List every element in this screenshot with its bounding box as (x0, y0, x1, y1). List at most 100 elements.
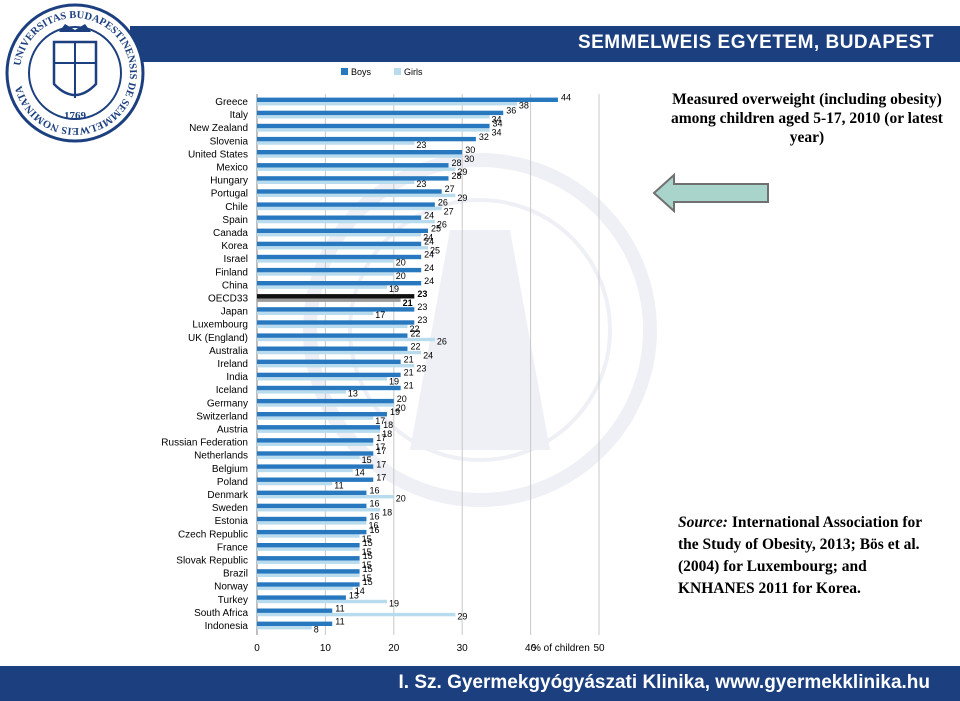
value-label-girls: 17 (375, 416, 385, 426)
overweight-bar-chart: Greece Italy New Zealand Slovenia United Sta… (161, 67, 605, 654)
value-label-boys: 24 (424, 210, 434, 220)
value-label-girls: 14 (355, 586, 365, 596)
value-label-boys: 16 (369, 486, 379, 496)
bar-girls (257, 115, 490, 119)
value-label-girls: 11 (334, 480, 343, 490)
bar-girls (257, 599, 387, 604)
bar-girls (257, 272, 394, 276)
top-banner: SEMMELWEIS EGYETEM, BUDAPEST (130, 26, 960, 62)
value-label-girls: 34 (492, 115, 502, 125)
value-label-girls: 20 (396, 403, 406, 413)
source-label: Source: (678, 514, 728, 531)
category-label: Austria (217, 425, 249, 436)
bar-girls (257, 141, 415, 145)
bar-boys (257, 359, 401, 364)
value-label-boys: 23 (417, 289, 427, 299)
bar-girls (257, 508, 381, 512)
bar-girls (257, 495, 394, 499)
bar-boys (257, 189, 442, 194)
x-tick-label: 30 (457, 643, 469, 654)
bar-girls (257, 233, 422, 237)
value-label-boys: 26 (438, 197, 448, 207)
bar-girls (257, 311, 374, 315)
x-tick-label: 10 (320, 643, 332, 654)
bar-boys (257, 163, 449, 168)
value-label-girls: 20 (396, 271, 406, 281)
value-label-boys: 30 (465, 145, 475, 155)
chart-legend: Boys Girls (341, 67, 423, 77)
bar-boys (257, 438, 374, 443)
value-label-girls: 24 (423, 233, 433, 243)
chart-bars (257, 97, 558, 630)
bar-boys (257, 346, 408, 351)
category-label: Czech Republic (178, 529, 248, 540)
value-label-boys: 21 (404, 355, 414, 365)
value-label-boys: 17 (376, 472, 386, 482)
bar-boys (257, 176, 449, 181)
bar-boys (257, 464, 374, 469)
value-label-boys: 25 (431, 224, 441, 234)
value-label-boys: 19 (390, 407, 400, 417)
bar-boys (257, 307, 415, 312)
pointer-arrow-icon (652, 173, 769, 213)
bar-boys (257, 294, 415, 299)
category-label: Germany (207, 398, 248, 409)
bar-boys (257, 202, 435, 207)
category-label: Spain (222, 215, 248, 226)
bar-girls (257, 259, 394, 263)
category-label: Switzerland (196, 411, 248, 422)
value-label-girls: 34 (492, 128, 502, 138)
value-label-girls: 27 (444, 206, 454, 216)
value-label-boys: 24 (424, 250, 434, 260)
bar-boys (257, 516, 367, 522)
bar-girls (257, 547, 360, 551)
bar-boys (257, 110, 504, 116)
value-labels: 4438363434343223303028292823272926272426… (314, 93, 571, 635)
value-label-boys: 34 (493, 119, 503, 129)
value-label-boys: 44 (561, 93, 571, 103)
value-label-girls: 17 (375, 442, 385, 452)
bar-boys (257, 569, 360, 574)
bar-girls (257, 102, 517, 106)
bar-girls (257, 219, 435, 224)
legend-swatch-girls (394, 68, 401, 75)
value-label-girls: 23 (416, 140, 426, 150)
category-label: Sweden (212, 503, 248, 514)
value-label-boys: 15 (363, 564, 373, 574)
category-label: Hungary (210, 176, 248, 187)
bar-girls (257, 128, 490, 132)
bar-boys (257, 451, 374, 456)
bar-girls (257, 455, 360, 460)
value-label-girls: 8 (314, 625, 319, 635)
bar-girls (257, 246, 428, 250)
category-label: India (226, 372, 248, 383)
value-label-boys: 24 (424, 276, 434, 286)
bar-boys (257, 372, 401, 378)
value-label-girls: 19 (389, 598, 399, 608)
bar-boys (257, 556, 360, 561)
bar-girls (257, 180, 415, 184)
x-tick-label: 20 (388, 643, 400, 654)
category-label: Portugal (211, 189, 248, 200)
category-label: Indonesia (205, 621, 249, 632)
category-label: New Zealand (189, 123, 248, 134)
value-label-boys: 15 (363, 551, 373, 561)
category-label: Greece (215, 97, 248, 108)
value-label-boys: 18 (383, 420, 393, 430)
bar-boys (257, 595, 346, 600)
value-label-girls: 14 (355, 467, 365, 477)
value-label-girls: 21 (403, 298, 413, 308)
value-label-girls: 15 (362, 455, 372, 465)
bar-boys (257, 385, 401, 391)
value-label-boys: 20 (397, 394, 407, 404)
category-label: Israel (224, 254, 248, 265)
value-label-boys: 21 (404, 368, 414, 378)
category-label: South Africa (194, 608, 248, 619)
bottom-banner: I. Sz. Gyermekgyógyászati Klinika, www.g… (0, 666, 960, 701)
bar-girls (257, 298, 401, 302)
value-label-girls: 26 (437, 219, 447, 229)
value-label-boys: 22 (410, 328, 420, 338)
category-label: Belgium (212, 464, 248, 475)
value-label-boys: 11 (335, 617, 344, 627)
bar-boys (257, 281, 422, 286)
